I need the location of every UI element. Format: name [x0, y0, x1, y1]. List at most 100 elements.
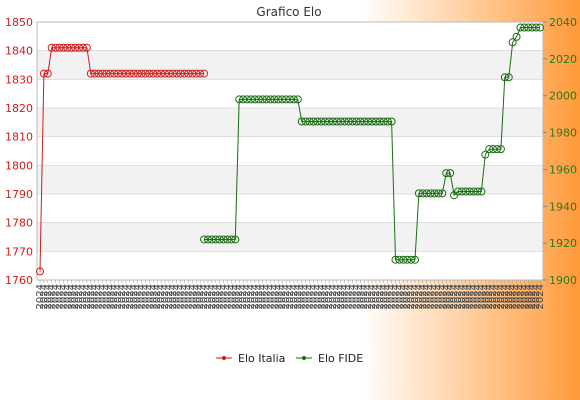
x-tick-label: 2024	[230, 284, 241, 309]
right-tick-label: 2040	[549, 16, 577, 29]
x-tick-label: 2024	[226, 284, 237, 309]
data-point	[82, 43, 91, 52]
data-point	[63, 43, 72, 52]
x-tick-label: 2024	[238, 284, 249, 309]
data-point	[200, 69, 209, 78]
left-tick-label: 1820	[5, 102, 33, 115]
data-point	[207, 235, 216, 244]
x-tick-label: 2024	[219, 284, 230, 309]
x-tick-label: 2024	[203, 284, 214, 309]
data-point	[422, 189, 431, 198]
x-tick-label: 2024	[320, 284, 331, 309]
legend-marker-fide	[302, 356, 306, 360]
data-point	[485, 145, 494, 154]
data-point	[86, 69, 95, 78]
x-tick-label: 2024	[78, 284, 89, 309]
x-tick-label: 2024	[461, 284, 472, 309]
data-point	[426, 189, 435, 198]
x-tick-label: 2024	[148, 284, 159, 309]
x-tick-label: 2024	[316, 284, 327, 309]
series-elo-italia	[36, 43, 209, 276]
data-point	[328, 117, 337, 126]
plot-band	[37, 194, 543, 223]
data-point	[59, 43, 68, 52]
data-point	[188, 69, 197, 78]
data-point	[461, 187, 470, 196]
x-tick-label: 2024	[414, 284, 425, 309]
data-point	[235, 95, 244, 104]
x-tick-label: 2024	[387, 284, 398, 309]
data-point	[215, 235, 224, 244]
x-tick-label: 2024	[90, 284, 101, 309]
plot-band	[37, 22, 543, 51]
data-point	[371, 117, 380, 126]
x-tick-label: 2024	[66, 284, 77, 309]
x-tick-label: 2024	[164, 284, 175, 309]
data-point	[278, 95, 287, 104]
series-elo-fide	[200, 23, 544, 264]
data-point	[47, 43, 56, 52]
data-point	[383, 117, 392, 126]
x-tick-label: 2024	[58, 284, 69, 309]
right-tick-label: 2000	[549, 90, 577, 103]
data-point	[129, 69, 138, 78]
x-tick-label: 2024	[140, 284, 151, 309]
data-point	[387, 117, 396, 126]
x-tick-label: 2024	[508, 284, 519, 309]
data-point	[258, 95, 267, 104]
data-point	[446, 169, 455, 178]
right-tick-label: 1980	[549, 127, 577, 140]
legend: Elo Italia Elo FIDE	[210, 346, 370, 368]
data-point	[469, 187, 478, 196]
x-tick-label: 2024	[215, 284, 226, 309]
data-point	[141, 69, 150, 78]
x-tick-label: 2024	[519, 284, 530, 309]
x-tick-label: 2024	[137, 284, 148, 309]
data-point	[71, 43, 80, 52]
left-tick-label: 1780	[5, 217, 33, 230]
x-tick-label: 2024	[312, 284, 323, 309]
x-tick-label: 2024	[406, 284, 417, 309]
data-point	[297, 117, 306, 126]
data-point	[340, 117, 349, 126]
data-point	[336, 117, 345, 126]
data-point	[90, 69, 99, 78]
data-point	[274, 95, 283, 104]
x-tick-label: 2024	[98, 284, 109, 309]
data-point	[118, 69, 127, 78]
data-point	[227, 235, 236, 244]
data-point	[317, 117, 326, 126]
x-tick-label: 2024	[211, 284, 222, 309]
x-tick-label: 2024	[297, 284, 308, 309]
x-tick-label: 2024	[449, 284, 460, 309]
data-point	[200, 235, 209, 244]
x-tick-label: 2024	[109, 284, 120, 309]
x-tick-label: 2024	[254, 284, 265, 309]
left-tick-label: 1830	[5, 73, 33, 86]
left-tick-label: 1760	[5, 274, 33, 287]
x-tick-label: 2024	[445, 284, 456, 309]
x-tick-label: 2024	[273, 284, 284, 309]
legend-label-italia: Elo Italia	[238, 352, 285, 365]
x-tick-label: 2024	[426, 284, 437, 309]
x-tick-label: 2024	[47, 284, 58, 309]
data-point	[196, 69, 205, 78]
x-tick-label: 2024	[105, 284, 116, 309]
x-tick-label: 2024	[289, 284, 300, 309]
left-tick-label: 1800	[5, 159, 33, 172]
x-axis: 2024202420242024202420242024202420242024…	[35, 280, 546, 309]
left-tick-label: 1850	[5, 16, 33, 29]
data-point	[102, 69, 111, 78]
x-tick-label: 2024	[496, 284, 507, 309]
data-point	[219, 235, 228, 244]
data-point	[172, 69, 181, 78]
legend-box	[210, 346, 370, 368]
x-tick-label: 2024	[504, 284, 515, 309]
data-point	[203, 235, 212, 244]
data-point	[356, 117, 365, 126]
x-tick-label: 2024	[351, 284, 362, 309]
data-point	[414, 189, 423, 198]
data-point	[75, 43, 84, 52]
data-point	[395, 255, 404, 264]
x-tick-label: 2024	[363, 284, 374, 309]
